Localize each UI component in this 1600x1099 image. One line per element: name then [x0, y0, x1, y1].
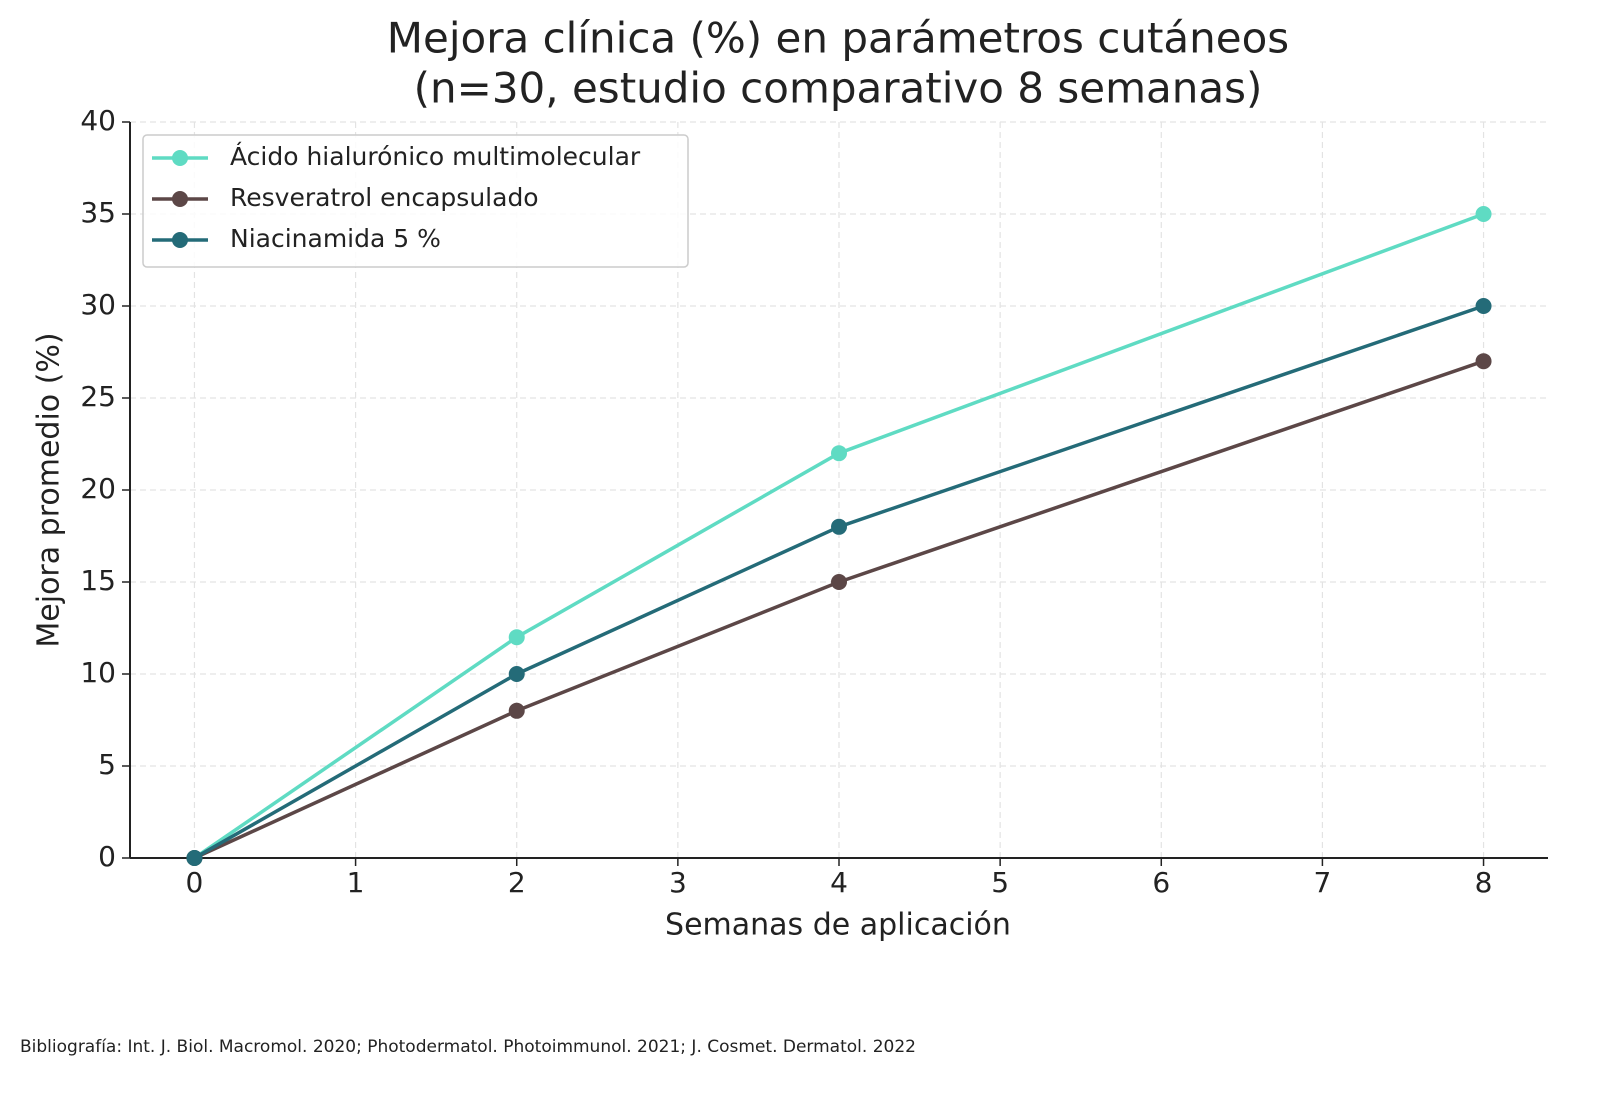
y-tick-label: 5	[98, 748, 116, 781]
legend-label: Ácido hialurónico multimolecular	[230, 142, 641, 171]
y-tick-label: 0	[98, 840, 116, 873]
chart-title: Mejora clínica (%) en parámetros cutáneo…	[387, 14, 1289, 63]
data-point	[831, 574, 847, 590]
data-point	[831, 445, 847, 462]
legend-label: Niacinamida 5 %	[230, 224, 441, 253]
legend-box	[142, 134, 689, 268]
x-tick-label: 4	[830, 866, 848, 899]
x-tick-label: 5	[991, 866, 1009, 899]
data-point	[1475, 206, 1492, 222]
x-tick-label: 1	[347, 866, 365, 899]
chart-title: (n=30, estudio comparativo 8 semanas)	[414, 64, 1263, 113]
data-point	[831, 518, 847, 535]
y-tick-label: 25	[80, 380, 116, 413]
legend-marker	[172, 232, 188, 248]
x-tick-label: 0	[186, 866, 204, 899]
footnote: Bibliografía: Int. J. Biol. Macromol. 20…	[20, 1037, 916, 1057]
y-tick-label: 40	[80, 104, 116, 137]
legend-label: Resveratrol encapsulado	[230, 183, 539, 212]
x-tick-label: 3	[669, 866, 687, 899]
legend-marker	[172, 191, 188, 207]
data-point	[1475, 298, 1492, 314]
x-tick-label: 8	[1475, 866, 1493, 899]
data-point	[508, 666, 525, 682]
x-tick-label: 6	[1152, 866, 1170, 899]
series-line	[193, 304, 1485, 860]
series-line	[193, 359, 1485, 860]
y-axis-label: Mejora promedio (%)	[32, 332, 67, 647]
y-tick-label: 30	[80, 288, 116, 321]
series-line	[193, 212, 1485, 860]
data-point	[186, 850, 203, 866]
x-axis-label: Semanas de aplicación	[665, 908, 1011, 943]
y-tick-label: 20	[80, 472, 116, 505]
data-point	[1475, 353, 1492, 370]
x-tick-label: 2	[508, 866, 526, 899]
legend-marker	[172, 150, 188, 166]
x-tick-label: 7	[1313, 866, 1331, 899]
data-point	[508, 629, 525, 646]
data-point	[508, 702, 525, 719]
y-tick-label: 15	[80, 564, 116, 597]
y-tick-label: 10	[80, 656, 116, 689]
y-tick-label: 35	[80, 196, 116, 229]
